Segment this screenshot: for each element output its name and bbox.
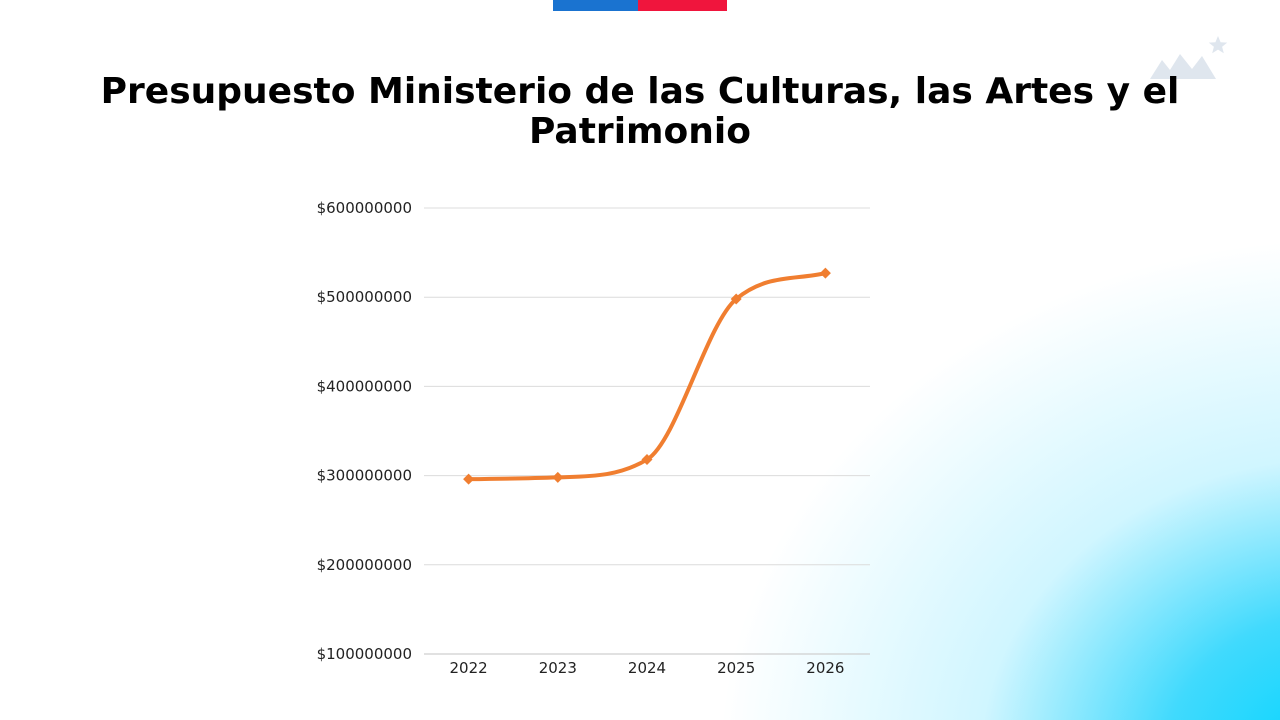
y-axis-ticks: $100000000 $200000000 $300000000 $400000000… bbox=[317, 199, 412, 663]
page-title: Presupuesto Ministerio de las Culturas, … bbox=[100, 71, 1180, 152]
flag-blue-stripe bbox=[553, 0, 638, 11]
y-tick-label: $600000000 bbox=[317, 199, 412, 217]
data-point-marker bbox=[730, 293, 742, 305]
y-tick-label: $300000000 bbox=[317, 467, 412, 485]
grid-lines bbox=[424, 207, 870, 655]
flag-red-stripe bbox=[638, 0, 727, 11]
data-point-marker bbox=[641, 454, 653, 466]
data-point-marker bbox=[463, 473, 475, 485]
x-tick-label: 2022 bbox=[450, 659, 488, 677]
x-tick-label: 2023 bbox=[539, 659, 577, 677]
x-tick-label: 2024 bbox=[628, 659, 666, 677]
x-tick-label: 2026 bbox=[806, 659, 844, 677]
x-axis-ticks: 2022 2023 2024 2025 2026 bbox=[450, 659, 845, 677]
corner-gradient bbox=[1100, 560, 1280, 720]
y-tick-label: $400000000 bbox=[317, 377, 412, 395]
flag-bar bbox=[553, 0, 727, 11]
data-point-marker bbox=[819, 267, 831, 279]
series-line bbox=[466, 271, 828, 482]
y-tick-label: $500000000 bbox=[317, 288, 412, 306]
x-tick-label: 2025 bbox=[717, 659, 755, 677]
y-tick-label: $100000000 bbox=[317, 645, 412, 663]
y-tick-label: $200000000 bbox=[317, 556, 412, 574]
series-markers bbox=[463, 267, 831, 485]
data-point-marker bbox=[552, 471, 564, 483]
mountains-star-icon bbox=[1150, 36, 1228, 79]
